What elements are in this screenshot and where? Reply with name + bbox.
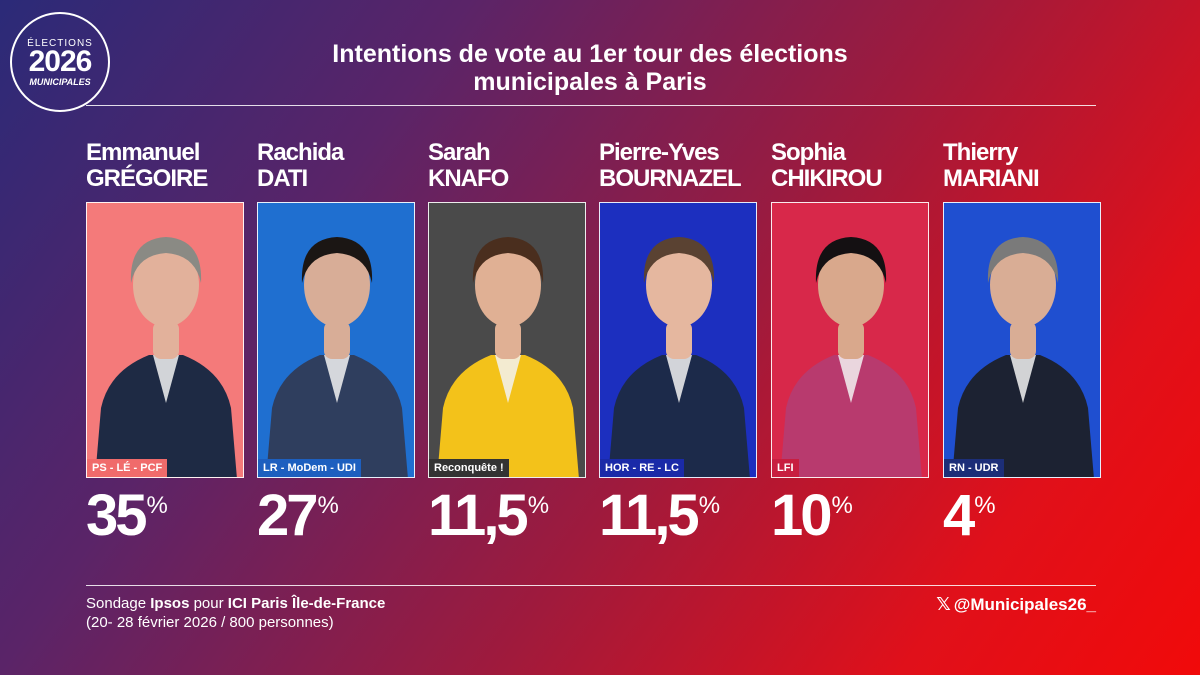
candidate-name: Pierre-Yves BOURNAZEL [599, 140, 761, 198]
title-line1: Intentions de vote au 1er tour des élect… [332, 40, 848, 68]
portrait-illustration [95, 237, 237, 477]
candidate-photo: RN - UDR [943, 202, 1101, 478]
percent-sign: % [831, 492, 853, 519]
percent-sign: % [146, 492, 168, 519]
candidate-photo: HOR - RE - LC [599, 202, 757, 478]
candidate-last-name: CHIKIROU [771, 165, 883, 192]
vote-percentage: 10% [771, 486, 853, 546]
candidate-first-name: Emmanuel [86, 139, 200, 166]
vote-percentage: 27% [257, 486, 339, 546]
elections-2026-logo: ÉLECTIONS 2026 MUNICIPALES [10, 12, 110, 112]
percent-sign: % [317, 492, 339, 519]
candidate-card: Sarah KNAFO Reconquête ! 11,5% [428, 140, 590, 546]
poll-source: Sondage Ipsos pour ICI Paris Île-de-Fran… [86, 594, 385, 632]
candidate-card: Rachida DATI LR - MoDem - UDI 27% [257, 140, 419, 546]
source-pre: Sondage [86, 595, 151, 612]
candidate-last-name: KNAFO [428, 165, 509, 192]
candidate-last-name: GRÉGOIRE [86, 165, 208, 192]
percentage-value: 35 [86, 483, 147, 548]
candidate-first-name: Rachida [257, 139, 344, 166]
percentage-value: 4 [943, 483, 975, 548]
title-line2: municipales à Paris [473, 68, 707, 96]
party-badge: HOR - RE - LC [600, 459, 684, 477]
source-media: ICI Paris Île-de-France [227, 595, 386, 612]
portrait-illustration [952, 237, 1094, 477]
candidate-card: Sophia CHIKIROU LFI 10% [771, 140, 933, 546]
candidate-last-name: DATI [257, 165, 308, 192]
candidate-photo: LFI [771, 202, 929, 478]
candidate-photo: LR - MoDem - UDI [257, 202, 415, 478]
party-badge: PS - LÉ - PCF [87, 459, 168, 477]
candidate-first-name: Sarah [428, 139, 491, 166]
candidate-first-name: Pierre-Yves [599, 139, 720, 166]
portrait-illustration [437, 237, 579, 477]
vote-percentage: 11,5% [599, 486, 720, 546]
bottom-divider [86, 585, 1096, 586]
vote-percentage: 4% [943, 486, 996, 546]
candidate-card: Pierre-Yves BOURNAZEL HOR - RE - LC 11,5% [599, 140, 761, 546]
percent-sign: % [527, 492, 550, 519]
portrait-illustration [780, 237, 922, 477]
candidate-card: Thierry MARIANI RN - UDR 4% [943, 140, 1105, 546]
social-handle[interactable]: 𝕏 @Municipales26_ [936, 594, 1096, 615]
candidate-name: Rachida DATI [257, 140, 419, 198]
logo-line3: MUNICIPALES [29, 76, 91, 87]
percentage-value: 11,5 [428, 483, 529, 548]
percentage-value: 10 [771, 483, 832, 548]
candidate-last-name: BOURNAZEL [599, 165, 742, 192]
candidate-name: Sarah KNAFO [428, 140, 590, 198]
candidate-photo: PS - LÉ - PCF [86, 202, 244, 478]
party-badge: LR - MoDem - UDI [258, 459, 361, 477]
top-divider [86, 105, 1096, 106]
percentage-value: 11,5 [599, 483, 700, 548]
candidate-name: Sophia CHIKIROU [771, 140, 933, 198]
source-org: Ipsos [150, 595, 190, 612]
candidate-last-name: MARIANI [943, 165, 1040, 192]
party-badge: LFI [772, 459, 799, 477]
source-line1: Sondage Ipsos pour ICI Paris Île-de-Fran… [86, 594, 385, 613]
x-logo-icon: 𝕏 [936, 594, 951, 615]
source-mid: pour [189, 595, 228, 612]
percentage-value: 27 [257, 483, 318, 548]
party-badge: Reconquête ! [429, 459, 509, 477]
candidate-name: Thierry MARIANI [943, 140, 1105, 198]
candidate-name: Emmanuel GRÉGOIRE [86, 140, 248, 198]
vote-percentage: 11,5% [428, 486, 549, 546]
vote-percentage: 35% [86, 486, 168, 546]
candidate-first-name: Sophia [771, 139, 846, 166]
party-badge: RN - UDR [944, 459, 1004, 477]
source-line2: (20- 28 février 2026 / 800 personnes) [86, 614, 334, 631]
logo-line1: ÉLECTIONS [27, 37, 93, 49]
candidate-card: Emmanuel GRÉGOIRE PS - LÉ - PCF 35% [86, 140, 248, 546]
chart-title: Intentions de vote au 1er tour des élect… [210, 40, 970, 96]
percent-sign: % [974, 492, 996, 519]
percent-sign: % [698, 492, 721, 519]
logo-year: 2026 [28, 44, 93, 78]
candidate-first-name: Thierry [943, 139, 1018, 166]
portrait-illustration [608, 237, 750, 477]
portrait-illustration [266, 237, 408, 477]
candidate-photo: Reconquête ! [428, 202, 586, 478]
handle-text: @Municipales26_ [953, 594, 1096, 614]
